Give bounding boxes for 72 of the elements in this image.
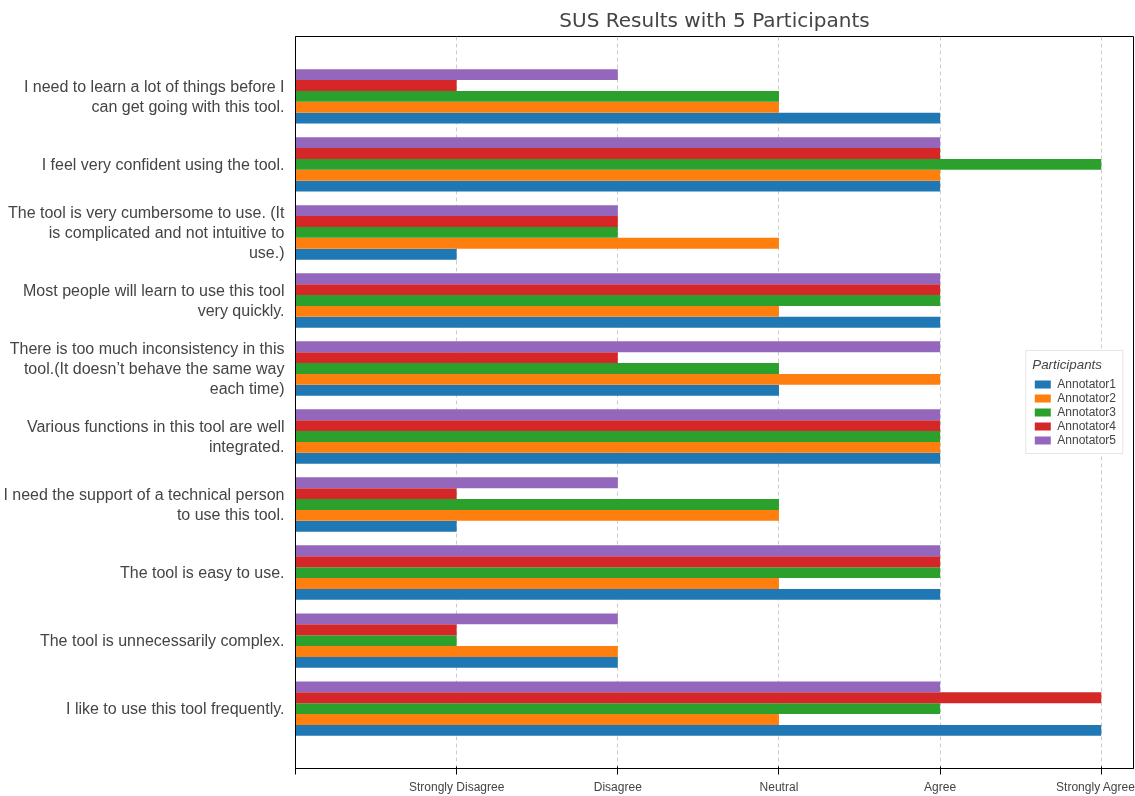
bar	[295, 635, 457, 647]
y-tick-label: There is too much inconsistency in this tool.(It doesn’t behave the same way each time)	[9, 339, 285, 398]
legend-label: Annotator3	[1057, 405, 1116, 419]
bar	[295, 316, 941, 328]
bar	[295, 509, 779, 521]
bar	[295, 724, 1102, 736]
y-tick-label: Most people will learn to use this tool very quickly.	[23, 281, 285, 320]
bar	[295, 216, 618, 227]
bar	[295, 681, 941, 693]
y-tick-label: I like to use this tool frequently.	[66, 700, 285, 718]
bar	[295, 409, 941, 421]
bar	[295, 341, 941, 353]
bar	[295, 499, 779, 510]
bar	[295, 90, 779, 102]
bar	[295, 452, 941, 464]
bar	[295, 69, 618, 81]
bar	[295, 295, 941, 306]
bar	[295, 714, 779, 725]
bar	[295, 305, 779, 317]
legend-label: Annotator4	[1057, 419, 1116, 433]
bar	[295, 646, 618, 657]
bar	[295, 703, 941, 715]
bar	[295, 613, 618, 625]
chart-title: SUS Results with 5 Participants	[559, 7, 870, 32]
bar	[295, 624, 457, 636]
y-tick-label: I need to learn a lot of things before I can get going with this tool.	[23, 77, 285, 116]
text: Neutral	[759, 779, 799, 794]
bar	[295, 477, 618, 489]
bar	[295, 137, 941, 149]
bar	[295, 441, 941, 453]
legend-label: Annotator2	[1057, 391, 1116, 405]
bar	[295, 520, 457, 532]
text: Strongly Agree	[1056, 779, 1135, 794]
y-tick-label: I feel very confident using the tool.	[41, 155, 285, 173]
legend-title: Participants	[1032, 357, 1103, 372]
bar	[295, 588, 941, 600]
bar	[295, 237, 779, 249]
legend-label: Annotator5	[1057, 433, 1116, 447]
text: Agree	[924, 779, 957, 794]
bar	[295, 180, 941, 192]
bar	[295, 656, 618, 668]
bar	[295, 431, 941, 442]
bar	[295, 567, 941, 579]
y-tick-label: Various functions in this tool are well integrated.	[26, 417, 285, 456]
y-tick-label: The tool is very cumbersome to use. (It is complicated and not intuitive to use.)	[7, 203, 286, 262]
bar	[295, 488, 457, 500]
bar	[295, 205, 618, 217]
text: Strongly Disagree	[408, 779, 505, 794]
bar	[295, 80, 457, 91]
bar	[295, 248, 457, 260]
bar	[295, 169, 941, 181]
bar	[295, 112, 941, 124]
bar	[295, 273, 941, 285]
legend-label: Annotator1	[1057, 377, 1116, 391]
bar	[295, 101, 779, 113]
bar	[295, 148, 941, 159]
bar	[295, 384, 779, 396]
bar	[295, 556, 941, 568]
bar	[295, 545, 941, 557]
bar	[295, 284, 941, 296]
y-tick-label: The tool is unnecessarily complex.	[39, 632, 285, 650]
bar	[295, 373, 941, 385]
bar	[295, 158, 1102, 170]
bar	[295, 226, 618, 238]
bar	[295, 692, 1102, 704]
y-tick-label: I need the support of a technical person to use this tool.	[3, 485, 285, 524]
text: Disagree	[593, 779, 643, 794]
bar	[295, 352, 618, 364]
bar	[295, 420, 941, 432]
bar	[295, 578, 779, 589]
bar	[295, 363, 779, 374]
y-tick-label: The tool is easy to use.	[119, 564, 285, 582]
